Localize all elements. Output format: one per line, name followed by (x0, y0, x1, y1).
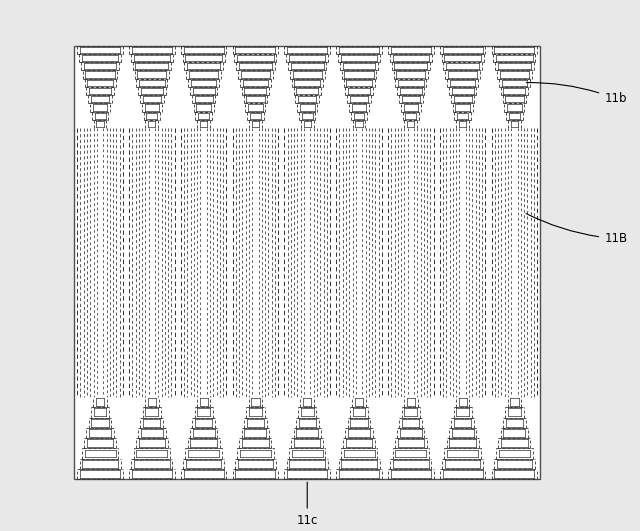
Text: 11b: 11b (526, 83, 627, 105)
Text: 11c: 11c (296, 482, 318, 527)
Text: 11B: 11B (526, 213, 627, 245)
Bar (74, 46, 540, 479)
